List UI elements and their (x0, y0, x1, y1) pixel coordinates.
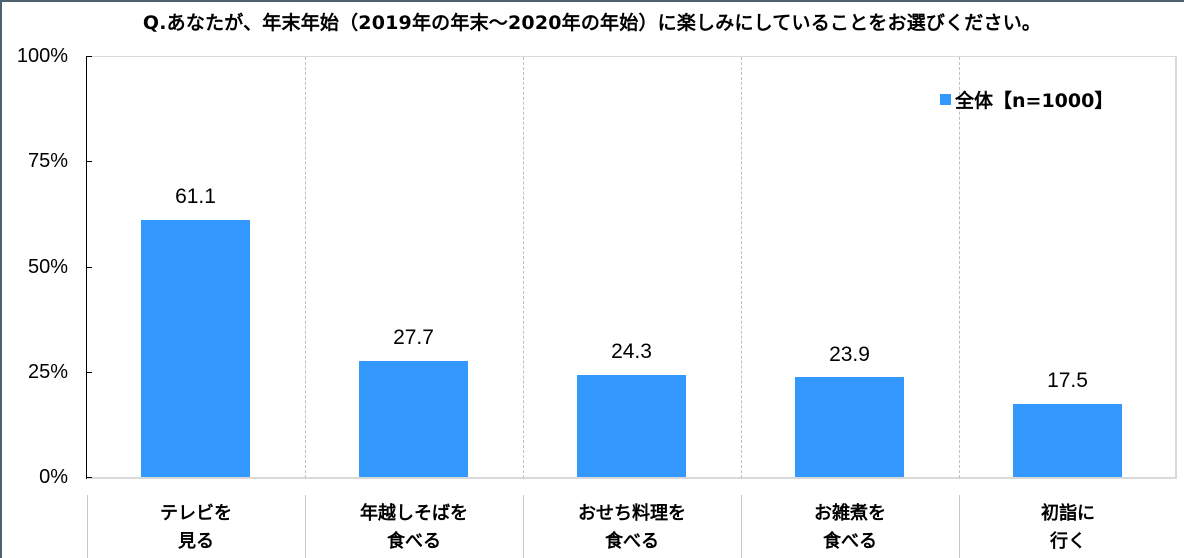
value-label: 23.9 (829, 343, 870, 366)
category-label-line1: おせち料理を (578, 503, 686, 524)
category-divider (523, 495, 524, 558)
category-label-line2: 見る (178, 531, 214, 552)
value-label: 17.5 (1047, 369, 1088, 392)
y-label-75: 75% (27, 150, 68, 172)
category-divider (87, 495, 88, 558)
category-label-ozoni: お雑煮を 食べる (741, 500, 959, 556)
category-label-hatsumode: 初詣に 行く (959, 500, 1177, 556)
bar-ozoni (795, 377, 904, 477)
y-tick-0 (86, 477, 92, 478)
bar-tv (141, 220, 250, 477)
y-tick-75 (86, 161, 92, 162)
category-divider (305, 495, 306, 558)
category-gridline (523, 57, 524, 478)
bar-toshikoshi-soba (359, 361, 468, 477)
category-label-osechi: おせち料理を 食べる (523, 500, 741, 556)
category-label-line2: 食べる (387, 531, 441, 552)
category-label-toshikoshi-soba: 年越しそばを 食べる (305, 500, 523, 556)
y-label-100: 100% (16, 45, 68, 67)
category-label-line2: 行く (1050, 531, 1086, 552)
category-label-line2: 食べる (823, 531, 877, 552)
category-label-line1: テレビを (160, 503, 232, 524)
y-label-25: 25% (27, 361, 68, 383)
category-label-line1: 年越しそばを (360, 503, 468, 524)
category-gridline (959, 57, 960, 478)
legend: 全体【n=1000】 (940, 86, 1113, 113)
category-label-line1: お雑煮を (814, 503, 886, 524)
y-tick-50 (86, 267, 92, 268)
category-gridline (305, 57, 306, 478)
category-label-line1: 初詣に (1041, 503, 1095, 524)
value-label: 24.3 (611, 340, 652, 363)
chart-title: Q.あなたが、年末年始（2019年の年末～2020年の年始）に楽しみにしているこ… (142, 12, 1042, 34)
plot-area (87, 56, 1177, 478)
y-label-0: 0% (39, 466, 68, 488)
category-divider (741, 495, 742, 558)
y-tick-25 (86, 372, 92, 373)
bar-hatsumode (1013, 404, 1122, 477)
category-divider (959, 495, 960, 558)
legend-swatch-icon (940, 94, 951, 105)
y-label-50: 50% (27, 256, 68, 278)
bar-osechi (577, 375, 686, 477)
x-axis-line (87, 477, 1177, 479)
category-label-tv: テレビを 見る (87, 500, 305, 556)
value-label: 61.1 (175, 185, 216, 208)
y-tick-100 (86, 56, 92, 57)
value-label: 27.7 (393, 326, 434, 349)
category-gridline (741, 57, 742, 478)
legend-label: 全体【n=1000】 (955, 90, 1114, 112)
category-label-line2: 食べる (605, 531, 659, 552)
